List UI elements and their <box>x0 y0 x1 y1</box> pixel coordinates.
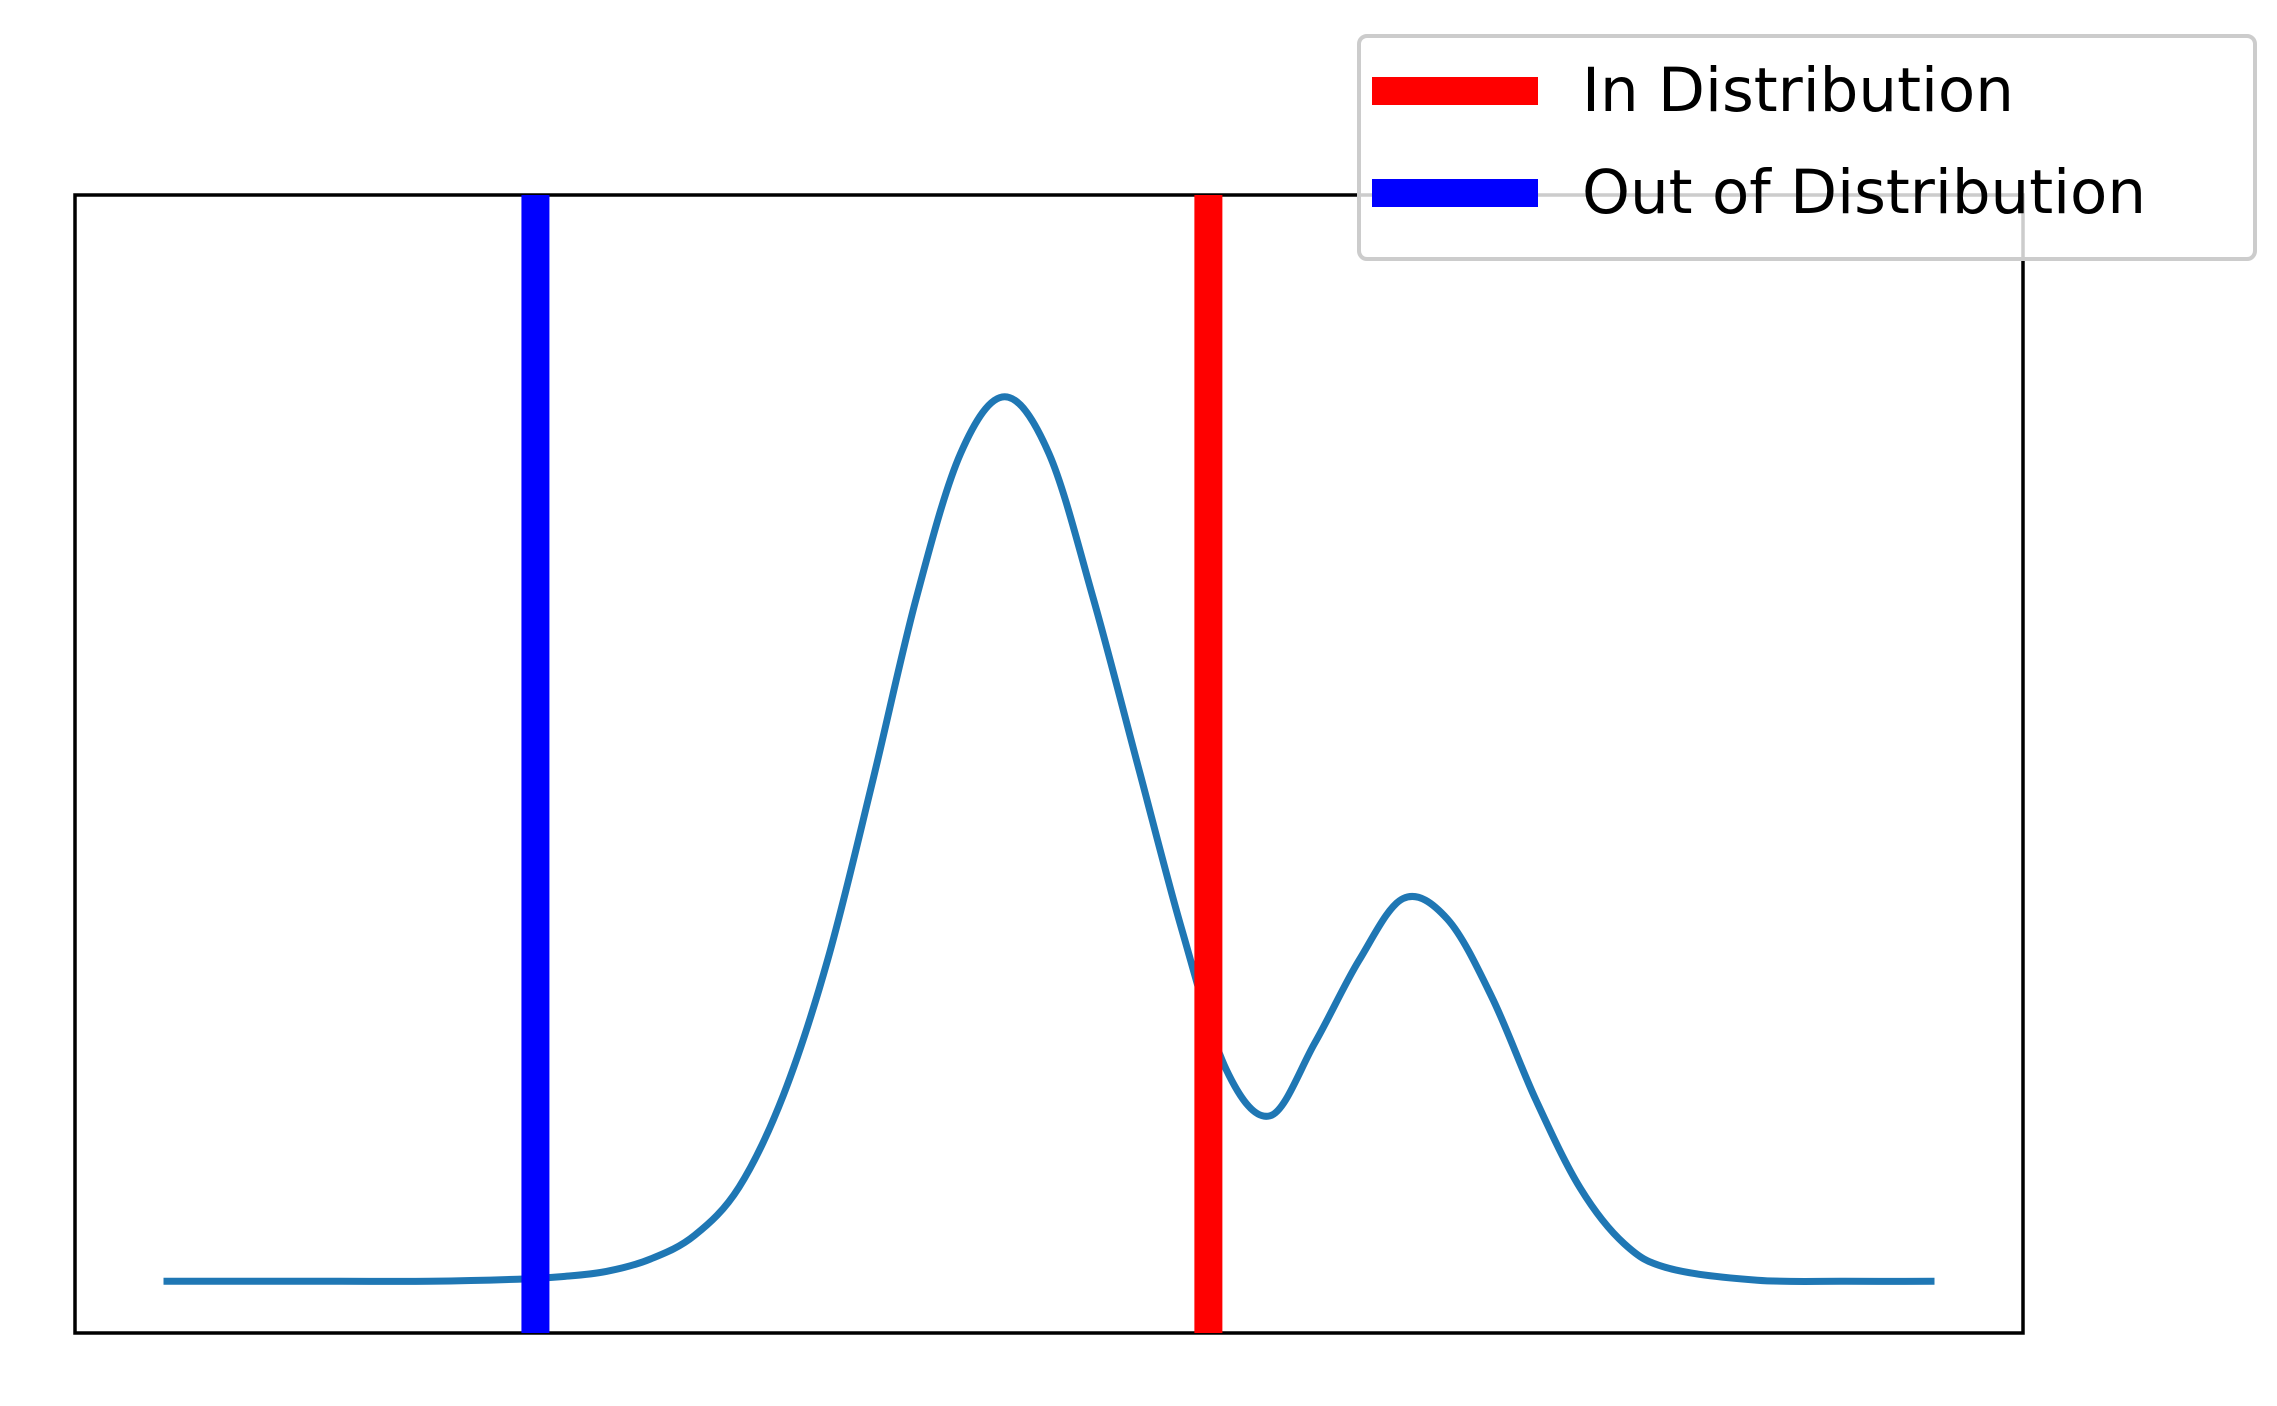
density-curve <box>163 393 1935 1285</box>
legend: In Distribution Out of Distribution <box>1357 34 2257 261</box>
legend-label-out-of-distribution: Out of Distribution <box>1582 157 2146 228</box>
legend-label-in-distribution: In Distribution <box>1582 55 2014 126</box>
legend-box <box>1357 34 2257 261</box>
plot-area-frame <box>73 193 2025 1335</box>
